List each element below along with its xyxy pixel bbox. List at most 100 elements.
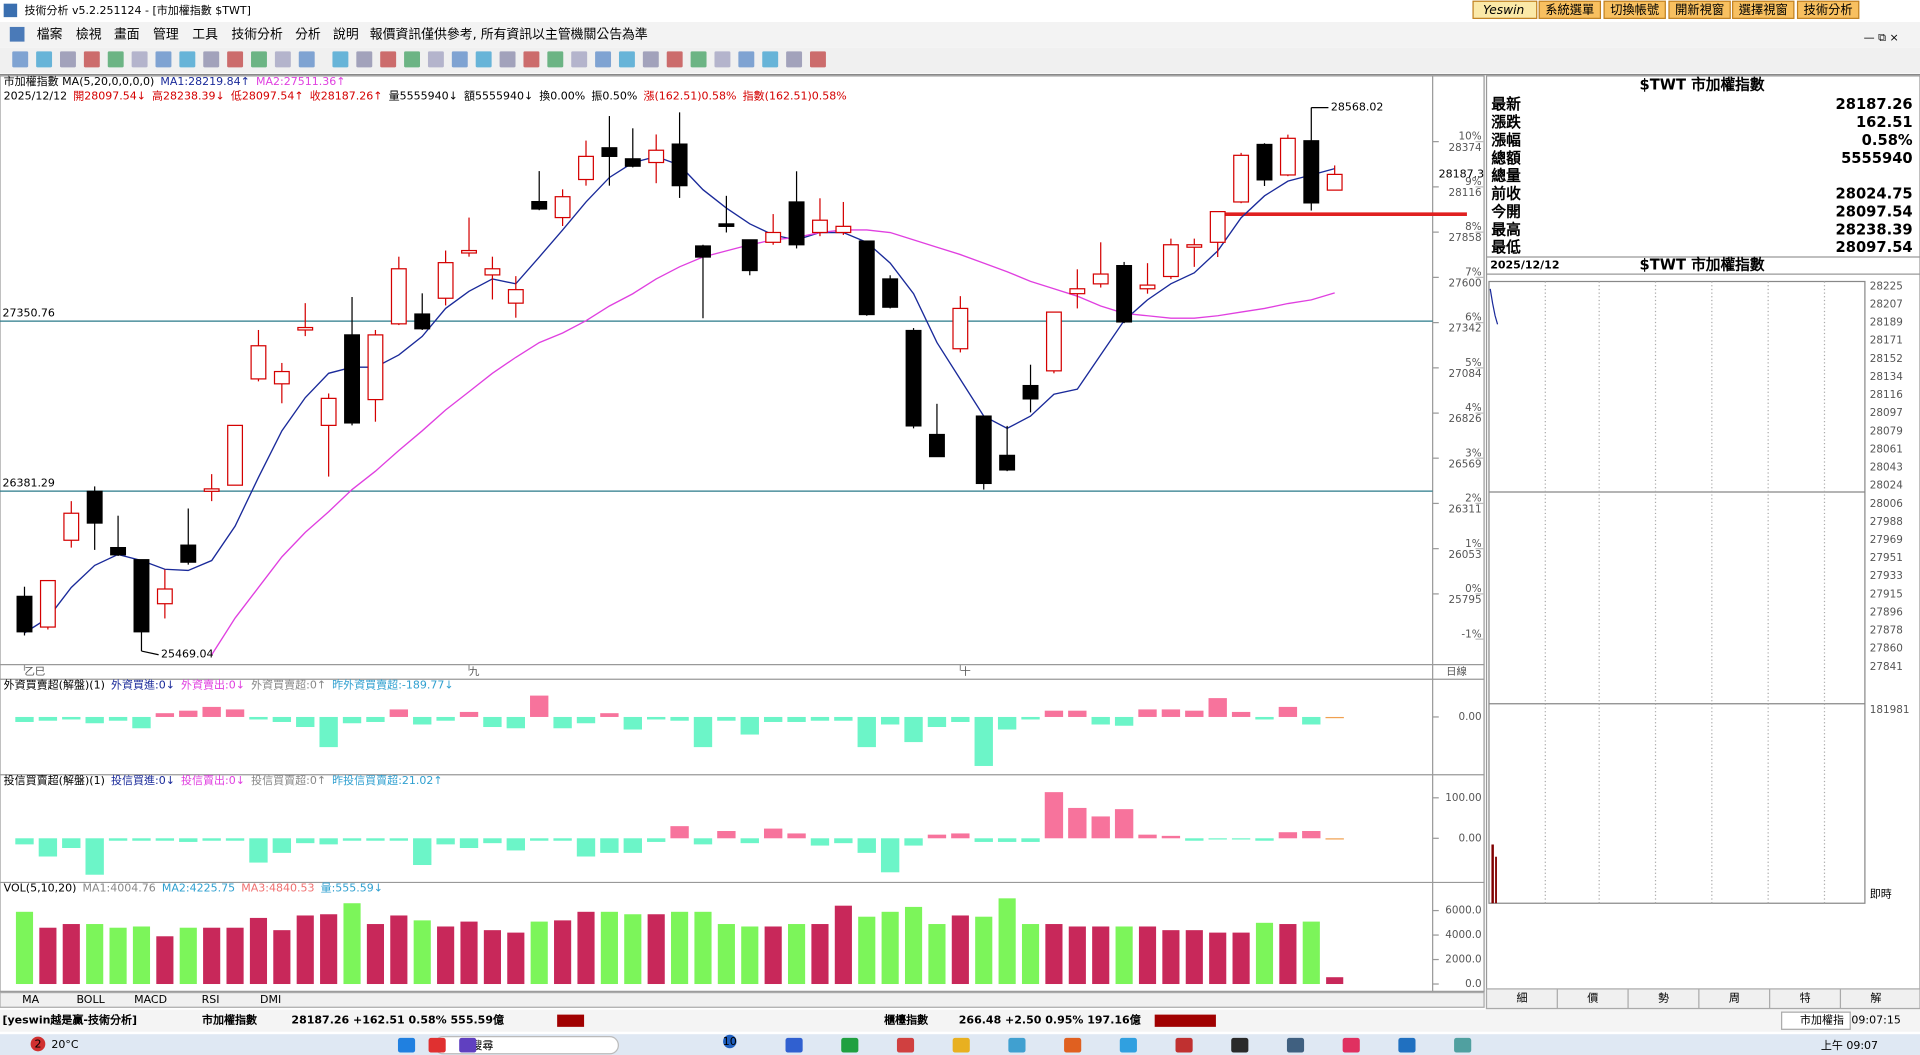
flow-bar <box>647 838 666 842</box>
taskbar-icon[interactable] <box>1008 1037 1026 1053</box>
top-button[interactable] <box>1732 0 1795 19</box>
taskbar-icon[interactable] <box>1286 1037 1305 1053</box>
flow-bar <box>834 716 853 721</box>
toolbar-icon[interactable] <box>12 51 29 68</box>
intraday-tab[interactable]: 周 <box>1729 992 1740 1005</box>
price-ladder-label: 28207 <box>1870 299 1903 311</box>
taskbar-icon[interactable] <box>1064 1037 1082 1053</box>
taskbar-icon[interactable] <box>785 1037 803 1053</box>
window-controls[interactable]: — ⧉ × <box>1864 31 1899 44</box>
toolbar-icon[interactable] <box>227 51 244 68</box>
indicator-tab[interactable]: MACD <box>134 993 167 1006</box>
top-button-label[interactable]: 切換帳號 <box>1610 2 1659 17</box>
panel-title: VOL(5,10,20) MA1:4004.76 MA2:4225.75 MA3:48… <box>4 882 383 895</box>
taskbar-icon[interactable] <box>1454 1037 1472 1053</box>
taskbar-icon[interactable] <box>896 1037 915 1053</box>
taskbar-icon[interactable] <box>1398 1037 1416 1053</box>
toolbar-icon[interactable] <box>83 51 100 68</box>
status-tab-label[interactable]: 市加權指 <box>1800 1013 1844 1027</box>
toolbar <box>0 47 1920 74</box>
toolbar-icon[interactable] <box>404 51 420 68</box>
toolbar-icon[interactable] <box>356 51 373 68</box>
menu-item[interactable]: 技術分析 <box>231 27 283 42</box>
taskbar-icon[interactable] <box>841 1037 859 1053</box>
intraday-tab[interactable]: 價 <box>1587 991 1598 1005</box>
menu-item[interactable]: 畫面 <box>114 27 140 42</box>
candle-body <box>788 201 805 246</box>
toolbar-icon[interactable] <box>595 51 612 68</box>
taskbar-icon[interactable] <box>1231 1037 1249 1053</box>
menu-item[interactable]: 工具 <box>192 27 218 42</box>
taskbar-icon[interactable] <box>1342 1037 1360 1053</box>
top-button[interactable] <box>1668 0 1731 19</box>
toolbar-icon[interactable] <box>690 51 707 68</box>
top-button-label[interactable]: 系統選單 <box>1545 3 1594 17</box>
toolbar-icon[interactable] <box>810 51 826 68</box>
toolbar-icon[interactable] <box>251 51 267 68</box>
search-text[interactable]: 搜尋 <box>471 1039 493 1052</box>
toolbar-icon[interactable] <box>642 51 659 68</box>
toolbar-icon[interactable] <box>60 51 76 68</box>
top-button-label[interactable]: 技術分析 <box>1804 3 1853 17</box>
menu-item[interactable]: 說明 <box>333 27 359 42</box>
toolbar-icon[interactable] <box>179 51 196 68</box>
toolbar-icon[interactable] <box>738 51 755 68</box>
top-button[interactable] <box>1472 0 1538 19</box>
top-button-label[interactable]: Yeswin <box>1483 3 1524 17</box>
toolbar-icon[interactable] <box>131 51 148 68</box>
toolbar-icon[interactable] <box>332 51 349 68</box>
intraday-tab[interactable]: 細 <box>1517 992 1528 1005</box>
price-ladder-label: 27951 <box>1870 552 1903 564</box>
indicator-tab[interactable]: MA <box>22 993 39 1006</box>
toolbar-icon[interactable] <box>155 51 172 68</box>
menu-item[interactable]: 檔案 <box>37 27 63 42</box>
toolbar-icon[interactable] <box>714 51 731 68</box>
toolbar-icon[interactable] <box>107 51 124 68</box>
taskbar-icon[interactable] <box>397 1037 416 1053</box>
status-tab[interactable] <box>1781 1011 1851 1030</box>
pct-tick-label: 8% <box>1465 221 1482 233</box>
toolbar-icon[interactable] <box>427 51 444 68</box>
indicator-tab[interactable]: RSI <box>202 993 220 1006</box>
toolbar-icon[interactable] <box>298 51 315 68</box>
taskbar-icon[interactable] <box>1119 1037 1137 1053</box>
indicator-tab[interactable]: DMI <box>260 993 281 1006</box>
toolbar-icon[interactable] <box>618 51 635 68</box>
toolbar-icon[interactable] <box>523 51 540 68</box>
top-button[interactable] <box>1603 0 1666 19</box>
menu-item[interactable]: 管理 <box>153 26 179 42</box>
top-button[interactable] <box>1796 0 1860 19</box>
toolbar-icon[interactable] <box>36 51 53 68</box>
taskbar-icon[interactable] <box>459 1037 477 1053</box>
taskbar-icon[interactable] <box>1175 1037 1193 1053</box>
toolbar-icon[interactable] <box>475 51 492 68</box>
y-tick-label: 26311 <box>1449 504 1482 516</box>
toolbar-icon[interactable] <box>451 51 468 68</box>
toolbar-icon[interactable] <box>666 51 683 68</box>
intraday-tab[interactable]: 解 <box>1870 991 1881 1005</box>
toolbar-icon[interactable] <box>203 51 220 68</box>
flow-bar <box>1278 706 1298 717</box>
menu-item[interactable]: 檢視 <box>76 26 102 42</box>
flow-bar <box>436 838 455 845</box>
flow-bar <box>1138 709 1157 717</box>
volume-bar <box>694 911 712 985</box>
toolbar-icon[interactable] <box>571 51 588 68</box>
intraday-tab[interactable]: 勢 <box>1658 991 1669 1005</box>
toolbar-icon[interactable] <box>274 51 291 68</box>
indicator-tab[interactable]: BOLL <box>76 993 105 1006</box>
taskbar-icon[interactable] <box>428 1037 446 1053</box>
top-button-label[interactable]: 選擇視窗 <box>1739 2 1788 17</box>
menu-item[interactable]: 分析 <box>295 27 321 42</box>
toolbar-icon[interactable] <box>380 51 397 68</box>
flow-bar <box>951 716 970 722</box>
taskbar-icon[interactable] <box>952 1037 970 1053</box>
toolbar-icon[interactable] <box>786 51 803 68</box>
info-line-part: 高28238.39↓ <box>152 89 225 103</box>
top-button-label[interactable]: 開新視窗 <box>1675 2 1724 17</box>
toolbar-icon[interactable] <box>762 51 779 68</box>
top-button[interactable] <box>1538 0 1602 19</box>
toolbar-icon[interactable] <box>499 51 516 68</box>
toolbar-icon[interactable] <box>547 51 564 68</box>
intraday-tab[interactable]: 特 <box>1800 991 1811 1005</box>
